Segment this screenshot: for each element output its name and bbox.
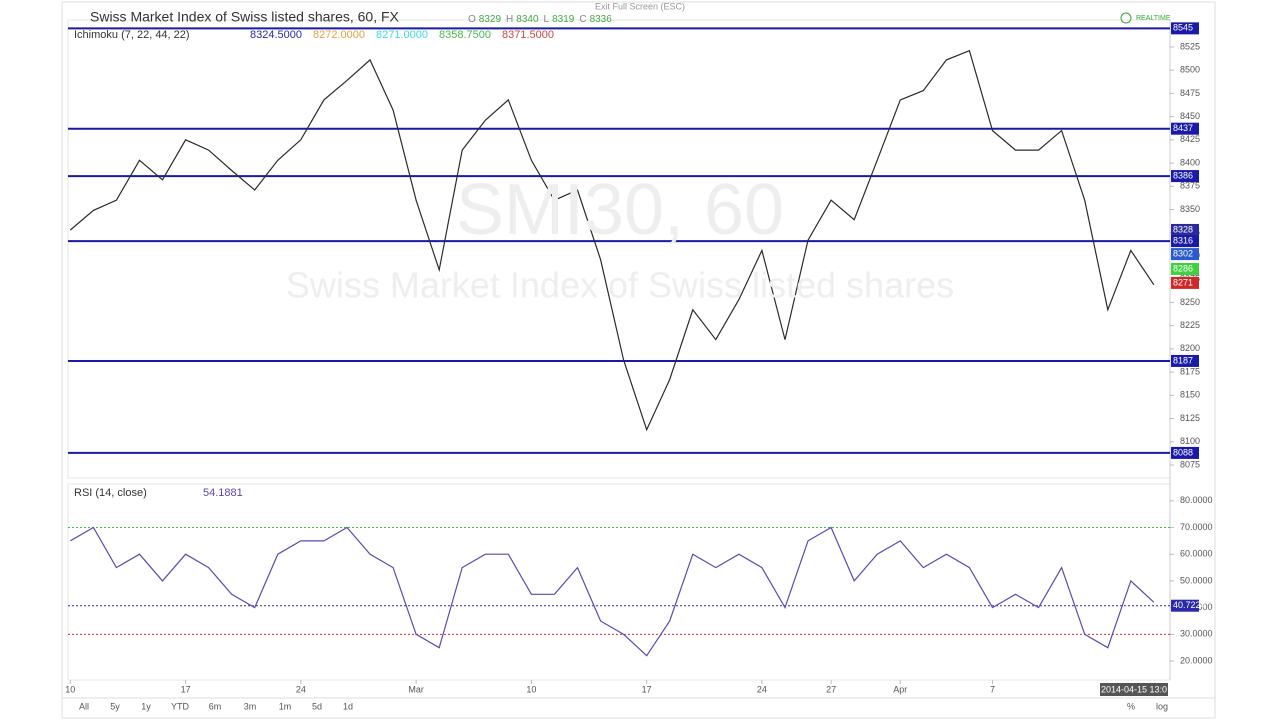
level-label: 8286	[1173, 263, 1193, 273]
level-label-box	[1171, 276, 1199, 289]
x-tick-label: 24	[296, 684, 306, 694]
ohlc-value: 8336	[590, 14, 613, 25]
cursor-box	[1100, 683, 1168, 696]
ohlc-label: L	[544, 14, 550, 25]
level-label: 8271	[1173, 277, 1193, 287]
level-label: 8437	[1173, 123, 1193, 133]
level-label-box	[1171, 122, 1199, 135]
x-tick-label: Apr	[893, 684, 907, 694]
y-tick-label: 8075	[1180, 459, 1200, 469]
percent-toggle[interactable]: %	[1127, 701, 1135, 711]
indicator-value: 8358.7500	[439, 29, 491, 41]
ohlc-value: 8340	[516, 14, 539, 25]
watermark: SMI30, 60	[456, 170, 784, 250]
range-button[interactable]: 5y	[110, 701, 120, 711]
range-button[interactable]: YTD	[171, 701, 190, 711]
ohlc-label: C	[579, 14, 586, 25]
level-label-box	[1171, 446, 1199, 459]
y-tick-label: 8150	[1180, 390, 1200, 400]
indicator-name: Ichimoku (7, 22, 44, 22)	[74, 29, 190, 41]
indicator-value: 8271.0000	[376, 29, 428, 41]
x-tick-label: 24	[757, 684, 767, 694]
y-tick-label: 8525	[1180, 41, 1200, 51]
level-label-box	[1171, 599, 1199, 612]
level-label-box	[1171, 235, 1199, 248]
y-tick-label: 8225	[1180, 320, 1200, 330]
rsi-value: 54.1881	[203, 487, 243, 499]
level-label: 8088	[1173, 447, 1193, 457]
indicator-value: 8324.5000	[250, 29, 302, 41]
y-tick-label: 30.0000	[1180, 629, 1213, 639]
level-label-box	[1171, 262, 1199, 275]
level-label: 8187	[1173, 355, 1193, 365]
level-label: 40.7224	[1173, 600, 1206, 610]
chart-title: Swiss Market Index of Swiss listed share…	[90, 9, 400, 25]
exit-hint[interactable]: Exit Full Screen (ESC)	[595, 1, 685, 11]
y-tick-label: 8425	[1180, 134, 1200, 144]
level-label-box	[1171, 354, 1199, 367]
y-tick-label: 8200	[1180, 343, 1200, 353]
realtime: REALTIME	[1136, 15, 1171, 22]
range-button[interactable]: 1d	[343, 701, 353, 711]
level-label: 8302	[1173, 248, 1193, 258]
level-label-box	[1171, 248, 1199, 261]
y-tick-label: 8350	[1180, 204, 1200, 214]
level-label-box	[1171, 170, 1199, 183]
y-tick-label: 8125	[1180, 413, 1200, 423]
y-tick-label: 80.0000	[1180, 495, 1213, 505]
cursor-time: 2014-04-15 13:0	[1101, 684, 1167, 694]
y-tick-label: 8375	[1180, 181, 1200, 191]
range-button[interactable]: 5d	[312, 701, 322, 711]
y-tick-label: 8400	[1180, 157, 1200, 167]
range-button[interactable]: 6m	[209, 701, 222, 711]
y-tick-label: 8250	[1180, 297, 1200, 307]
rsi-title: RSI (14, close)	[74, 487, 147, 499]
range-button[interactable]: 3m	[244, 701, 257, 711]
y-tick-label: 8175	[1180, 366, 1200, 376]
range-button[interactable]: 1m	[279, 701, 292, 711]
y-tick-label: 50.0000	[1180, 575, 1213, 585]
series-line	[69, 526, 1155, 657]
y-tick-label: 8450	[1180, 111, 1200, 121]
x-tick-label: 17	[642, 684, 652, 694]
ohlc-value: 8319	[552, 14, 575, 25]
x-tick-label: Mar	[408, 684, 424, 694]
indicator-value: 8272.0000	[313, 29, 365, 41]
y-tick-label: 8100	[1180, 436, 1200, 446]
range-button[interactable]: All	[79, 701, 89, 711]
y-tick-label: 8475	[1180, 88, 1200, 98]
ohlc-label: O	[468, 14, 476, 25]
ohlc-value: 8329	[479, 14, 502, 25]
level-label: 8545	[1173, 23, 1193, 33]
ohlc-label: H	[506, 14, 513, 25]
x-tick-label: 10	[526, 684, 536, 694]
y-tick-label: 60.0000	[1180, 549, 1213, 559]
indicator-value: 8371.5000	[502, 29, 554, 41]
x-tick-label: 27	[826, 684, 836, 694]
y-tick-label: 20.0000	[1180, 655, 1213, 665]
x-tick-label: 7	[990, 684, 995, 694]
ohlc: O 8329 H 8340 L 8319 C 8336	[468, 14, 612, 25]
level-label: 8316	[1173, 235, 1193, 245]
log-toggle[interactable]: log	[1156, 701, 1168, 711]
level-label: 8328	[1173, 224, 1193, 234]
realtime-icon	[1120, 12, 1132, 24]
x-tick-label: 10	[65, 684, 75, 694]
series-line	[69, 49, 1155, 432]
level-label: 8386	[1173, 170, 1193, 180]
y-tick-label: 70.0000	[1180, 522, 1213, 532]
y-tick-label: 8500	[1180, 65, 1200, 75]
watermark-name: Swiss Market Index of Swiss listed share…	[286, 265, 954, 306]
level-label-box	[1171, 223, 1199, 236]
level-label-box	[1171, 22, 1199, 35]
x-tick-label: 17	[181, 684, 191, 694]
range-button[interactable]: 1y	[141, 701, 151, 711]
